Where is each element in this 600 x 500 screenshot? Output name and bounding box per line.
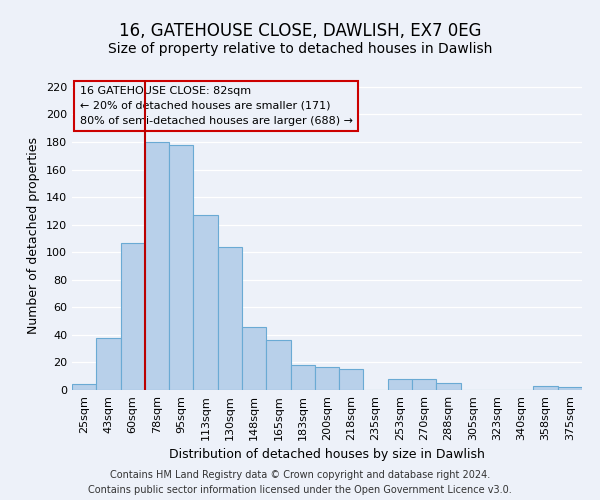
Text: Contains HM Land Registry data © Crown copyright and database right 2024.: Contains HM Land Registry data © Crown c… (110, 470, 490, 480)
Bar (266, 340, 290, 390)
Bar (558, 387, 582, 390)
Bar (121, 242, 145, 390)
Bar (533, 386, 558, 390)
Text: Size of property relative to detached houses in Dawlish: Size of property relative to detached ho… (108, 42, 492, 56)
Bar (315, 366, 339, 390)
Bar (436, 383, 461, 390)
Bar (169, 145, 193, 390)
Text: 16 GATEHOUSE CLOSE: 82sqm
← 20% of detached houses are smaller (171)
80% of semi: 16 GATEHOUSE CLOSE: 82sqm ← 20% of detac… (80, 86, 353, 126)
Bar (145, 142, 169, 390)
Bar (290, 365, 315, 390)
X-axis label: Distribution of detached houses by size in Dawlish: Distribution of detached houses by size … (169, 448, 485, 462)
Bar (412, 379, 436, 390)
Text: 16, GATEHOUSE CLOSE, DAWLISH, EX7 0EG: 16, GATEHOUSE CLOSE, DAWLISH, EX7 0EG (119, 22, 481, 40)
Bar (193, 215, 218, 390)
Bar (339, 370, 364, 390)
Bar (242, 326, 266, 390)
Bar (218, 246, 242, 390)
Bar (96, 338, 121, 390)
Y-axis label: Number of detached properties: Number of detached properties (28, 136, 40, 334)
Bar (388, 379, 412, 390)
Bar (72, 384, 96, 390)
Text: Contains public sector information licensed under the Open Government Licence v3: Contains public sector information licen… (88, 485, 512, 495)
